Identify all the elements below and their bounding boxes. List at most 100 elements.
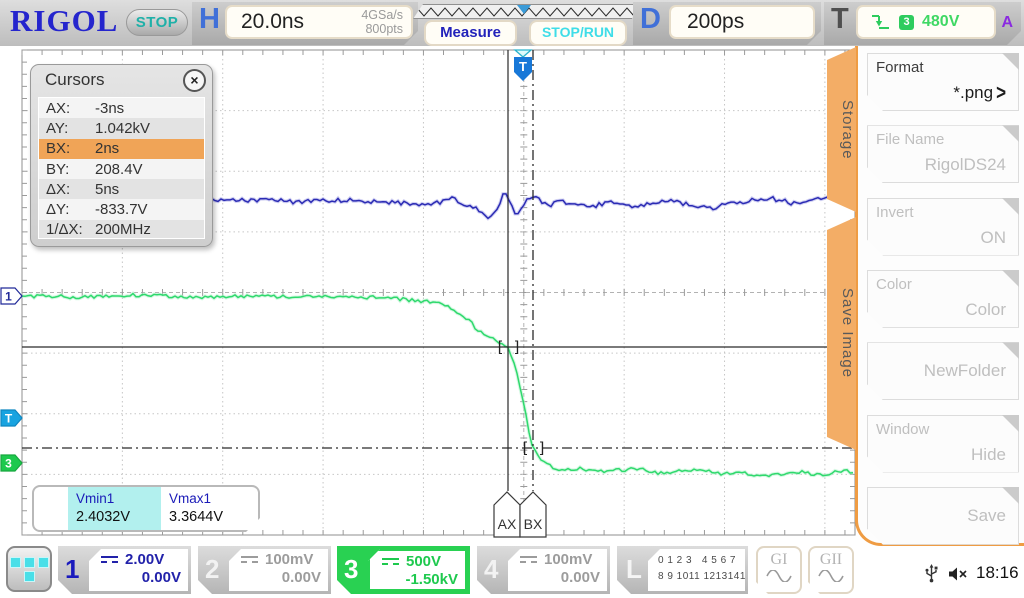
menu-item-new-folder[interactable]: NewFolder <box>867 342 1019 400</box>
corner-fold <box>1002 198 1019 215</box>
generator-2-button[interactable]: GII <box>808 546 854 594</box>
sidebar-tab-save-image[interactable]: Save Image <box>827 217 856 450</box>
menu-item-save[interactable]: Save <box>867 487 1019 545</box>
sample-rate: 4GSa/s <box>361 8 403 22</box>
cursor-row-label: BY: <box>46 160 70 178</box>
menu-item-format[interactable]: Format *.png > <box>867 53 1019 111</box>
menu-item-value: Hide <box>971 444 1006 464</box>
menu-grid-button[interactable] <box>6 546 52 592</box>
channel-t-level-marker[interactable] <box>0 409 23 427</box>
trigger-panel[interactable]: T 3 480V A <box>824 2 1021 45</box>
channel-readout: 100mV 0.00V <box>229 549 328 591</box>
channel-readout: 2.00V 0.00V <box>89 549 188 591</box>
timebase-readout: 20.0ns 4GSa/s 800pts <box>225 5 413 39</box>
cursor-row-ay: AY: 1.042kV <box>39 118 204 139</box>
delay-panel[interactable]: D 200ps <box>633 2 821 45</box>
menu-item-invert[interactable]: Invert ON <box>867 198 1019 256</box>
trigger-mode-indicator: A <box>1001 14 1013 31</box>
menu-item-value: *.png > <box>953 80 1006 105</box>
trigger-source-badge: 3 <box>899 15 914 30</box>
measurement-vmax1[interactable]: Vmax1 3.3644V <box>161 487 254 530</box>
cursor-row-label: ΔY: <box>46 201 70 219</box>
cursor-row-value: 208.4V <box>95 160 143 178</box>
trigger-marker-label: T <box>519 59 527 74</box>
channel-number: 3 <box>344 554 359 584</box>
delay-value: 200ps <box>687 10 745 33</box>
cursor-row-value: 1.042kV <box>95 119 151 137</box>
cursor-readout-list: AX: -3ns AY: 1.042kV BX: 2ns BY: 208.4V ΔX: 5ns ΔY… <box>38 97 205 239</box>
cursor-row-label: AY: <box>46 119 69 137</box>
generator-1-button[interactable]: GI <box>756 546 802 594</box>
menu-item-window[interactable]: Window Hide <box>867 415 1019 473</box>
digital-row-2: 8 9 1011 12131415 <box>658 570 752 582</box>
channel-1-button[interactable]: 1 2.00V 0.00V <box>58 546 191 594</box>
dc-coupling-icon <box>101 556 118 563</box>
menu-item-file-name[interactable]: File Name RigolDS24 <box>867 125 1019 183</box>
softkey-menu: Format *.png > File Name RigolDS24 Invert ON Co… <box>855 45 1024 546</box>
ch3-trace <box>21 292 854 478</box>
top-status-bar: RIGOL STOP H 20.0ns 4GSa/s 800pts Measur… <box>0 0 1024 46</box>
digital-row-1: 0 1 2 3 4 5 6 7 <box>658 555 736 566</box>
corner-fold <box>1002 342 1019 359</box>
timebase-value: 20.0ns <box>241 10 305 33</box>
menu-item-value: RigolDS24 <box>924 155 1006 175</box>
cursor-row-label: BX: <box>46 140 71 158</box>
cursor-row-dy: ΔY: -833.7V <box>39 199 204 220</box>
digital-channels-button[interactable]: L 0 1 2 3 4 5 6 7 8 9 1011 12131415 <box>617 546 748 594</box>
close-icon[interactable]: × <box>183 69 206 92</box>
channel-scale: 500V <box>406 553 442 570</box>
usb-icon <box>925 564 938 583</box>
memory-position-bar[interactable] <box>413 4 637 19</box>
horizontal-timebase-panel[interactable]: H 20.0ns 4GSa/s 800pts <box>192 2 418 45</box>
memory-position-marker <box>517 5 531 14</box>
trigger-position-marker[interactable] <box>514 57 532 81</box>
cursor-b-flag-label: BX <box>524 516 543 532</box>
cursor-intersection-bracket: ] <box>537 439 546 457</box>
falling-edge-icon <box>871 14 891 30</box>
delay-label: D <box>640 3 661 35</box>
channel-readout: 100mV 0.00V <box>508 549 607 591</box>
run-state-badge[interactable]: STOP <box>126 9 188 36</box>
cursor-b-flag[interactable] <box>519 491 547 538</box>
grid-icon <box>23 570 35 582</box>
channel-3-button[interactable]: 3 500V -1.50kV <box>337 546 470 594</box>
clock: 18:16 <box>976 563 1019 582</box>
cursor-a-flag-label: AX <box>498 516 517 532</box>
cursor-row-by: BY: 208.4V <box>39 158 204 180</box>
channel-4-button[interactable]: 4 100mV 0.00V <box>477 546 610 594</box>
channel-3-level-marker[interactable] <box>0 454 23 472</box>
cursor-row-ax: AX: -3ns <box>39 98 204 119</box>
channel-1-level-marker[interactable] <box>0 287 23 305</box>
grid-icon <box>37 556 49 568</box>
trigger-level-value: 480V <box>922 13 960 30</box>
stop-run-button[interactable]: STOP/RUN <box>529 20 627 46</box>
menu-item-value: Save <box>967 505 1006 525</box>
cursor-row-dx: ΔX: 5ns <box>39 179 204 200</box>
channel-offset: 0.00V <box>141 569 181 586</box>
channel-status-bar: 1 2.00V 0.00V 2 100mV 0.00V 3 500V -1.50kV 4 100mV… <box>0 540 1024 598</box>
menu-item-color[interactable]: Color Color <box>867 270 1019 328</box>
measure-button[interactable]: Measure <box>424 20 517 46</box>
dc-coupling-icon <box>520 556 537 563</box>
rigol-logo: RIGOL <box>10 3 119 38</box>
marker-label: 3 <box>5 457 12 471</box>
sidebar-tab-storage[interactable]: Storage <box>827 47 856 212</box>
cursor-row-bx[interactable]: BX: 2ns <box>39 138 204 159</box>
corner-fold <box>1002 487 1019 504</box>
speaker-muted-icon[interactable] <box>948 566 968 582</box>
measurement-value: 3.3644V <box>169 509 224 525</box>
horizontal-label: H <box>199 3 220 35</box>
channel-2-button[interactable]: 2 100mV 0.00V <box>198 546 331 594</box>
marker-label: 1 <box>5 290 12 304</box>
digital-label: L <box>626 554 642 584</box>
trigger-label: T <box>831 3 849 35</box>
measurement-value: 2.4032V <box>76 509 131 525</box>
delay-readout: 200ps <box>669 5 815 39</box>
dc-coupling-icon <box>382 558 399 565</box>
trigger-position-pointer <box>513 49 533 58</box>
channel-number: 4 <box>484 554 499 584</box>
corner-fold <box>1002 270 1019 287</box>
measurement-vmin1[interactable]: Vmin1 2.4032V <box>68 487 161 530</box>
cursors-panel[interactable]: Cursors × AX: -3ns AY: 1.042kV BX: 2ns BY: 208.… <box>30 64 213 247</box>
measurement-panel: Vmin1 2.4032V Vmax1 3.3644V <box>32 485 260 532</box>
